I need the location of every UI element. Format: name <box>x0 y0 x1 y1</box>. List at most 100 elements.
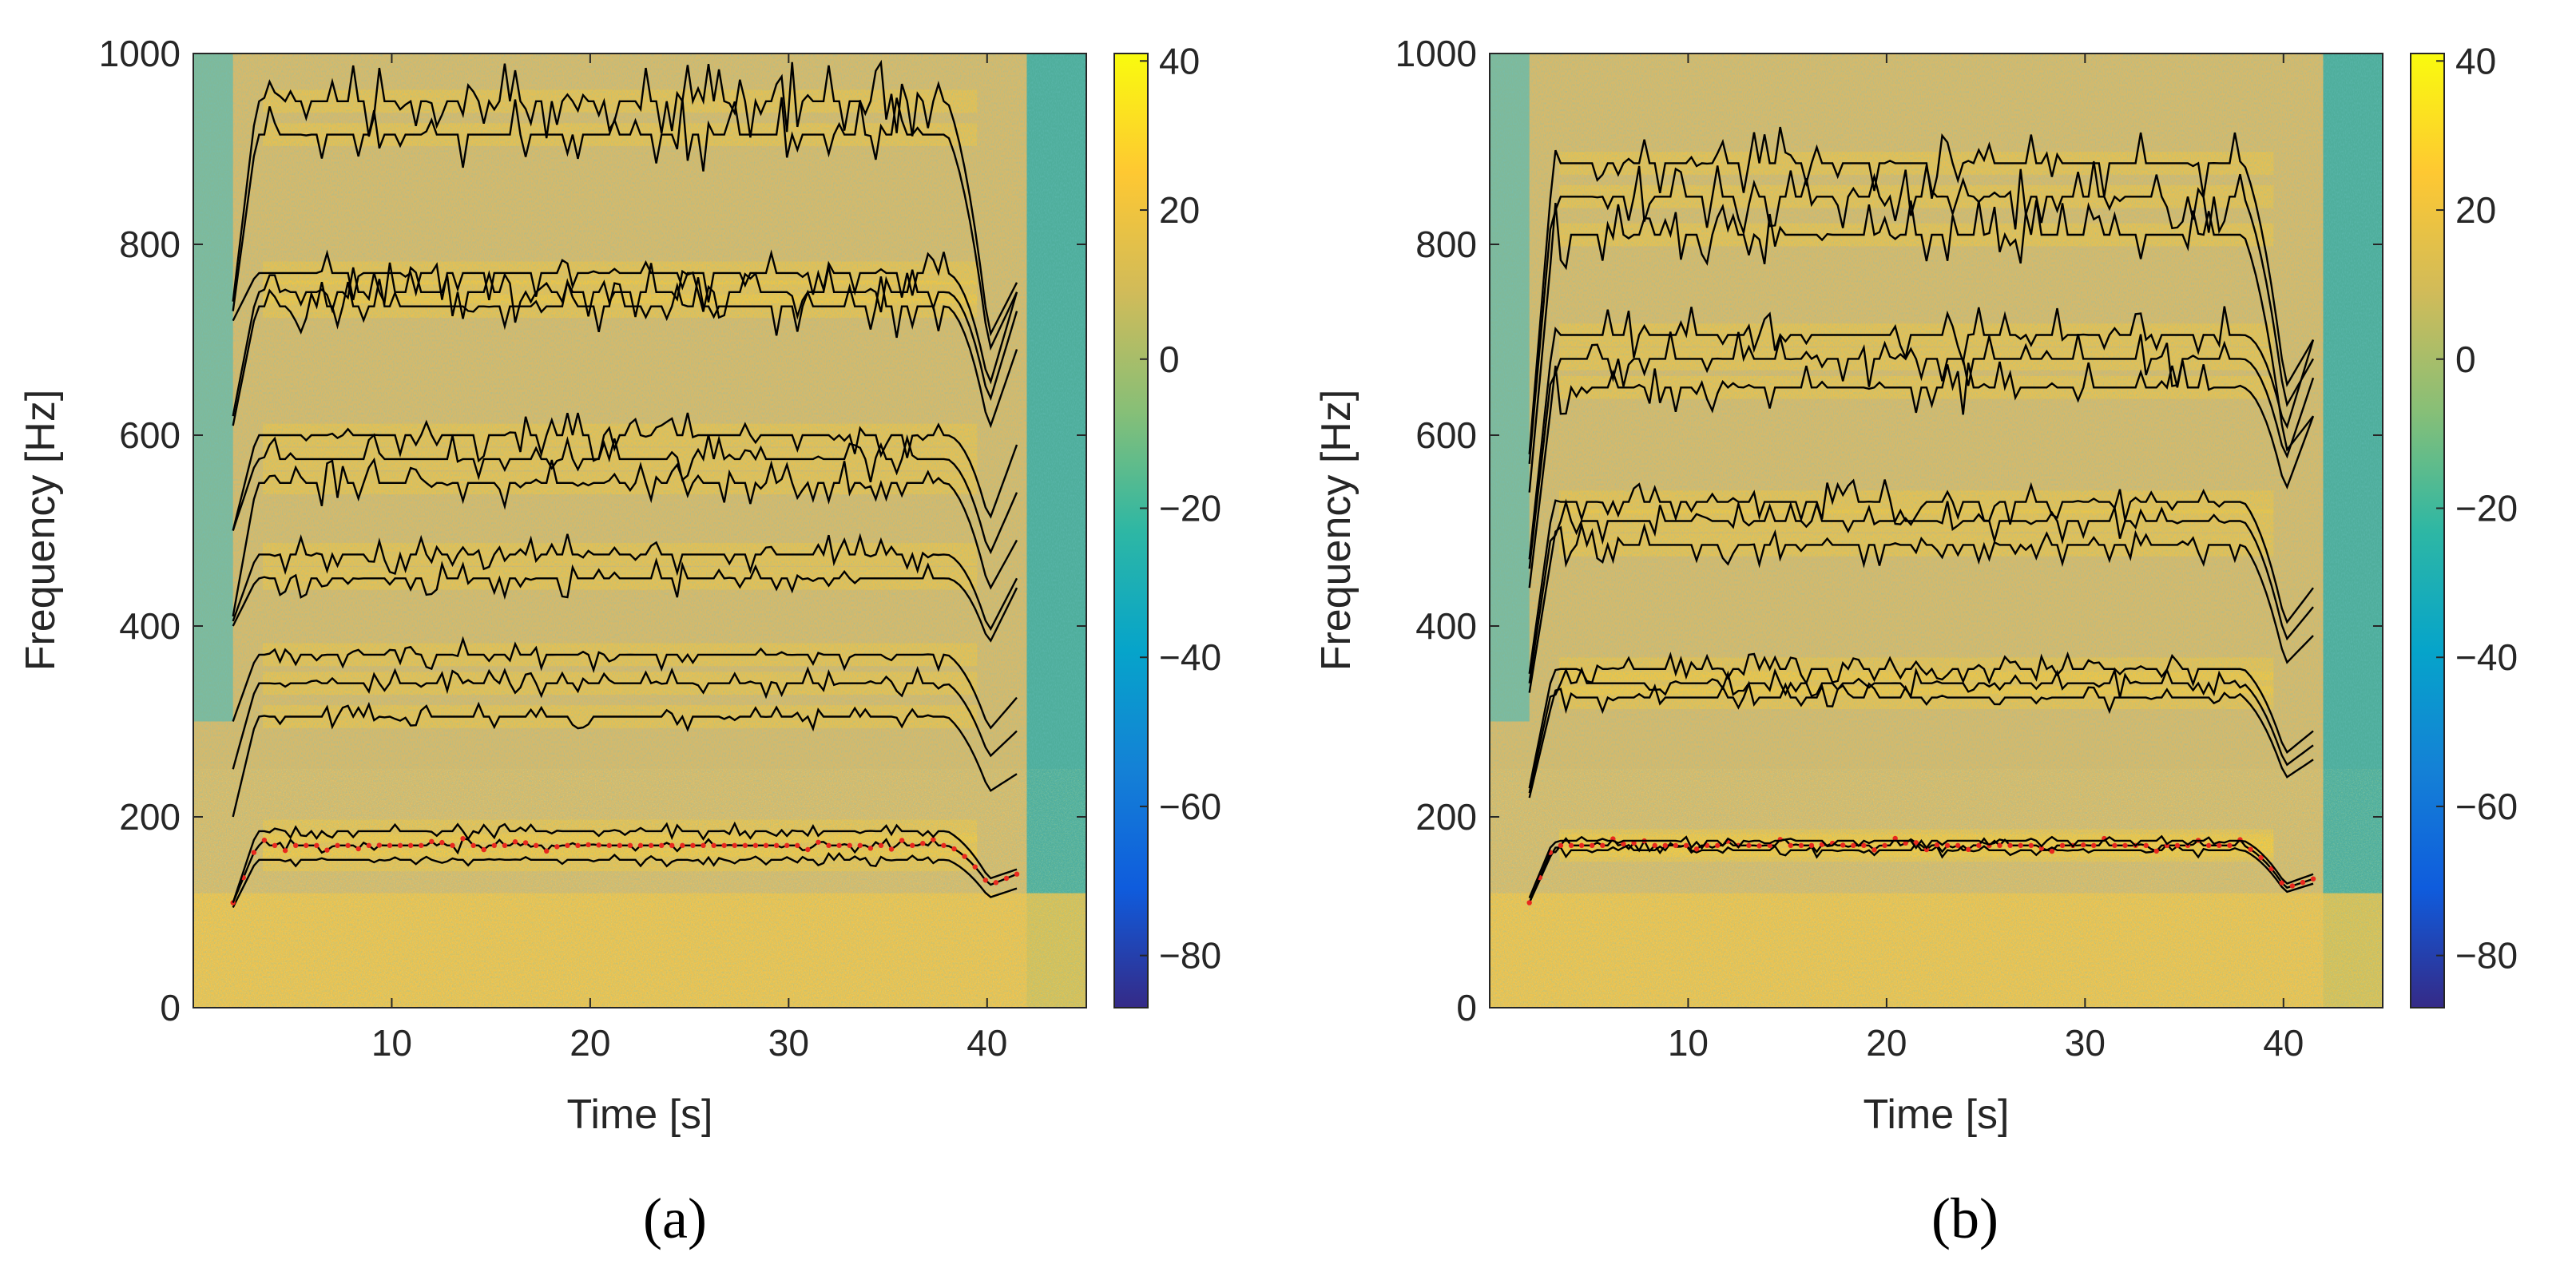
y-tick-label: 800 <box>119 224 181 265</box>
harmonic-track <box>1528 331 2315 569</box>
f0-marker <box>2205 842 2212 849</box>
f0-marker <box>931 837 936 842</box>
f0-marker <box>522 840 529 846</box>
f0-marker <box>1903 840 1908 846</box>
colorbar-b: 40 20 0 −20 −40 −60 −80 <box>2410 40 2518 1008</box>
f0-marker <box>282 847 288 854</box>
f0-marker <box>272 842 278 849</box>
f0-marker <box>993 880 999 886</box>
f0-marker <box>439 839 445 846</box>
f0-marker <box>2049 848 2055 854</box>
harmonic-track <box>1528 834 2314 899</box>
x-tick-label: 30 <box>768 1022 809 1064</box>
y-tick-label: 1000 <box>99 33 181 74</box>
harmonic-track <box>1528 680 2314 798</box>
f0-marker <box>575 842 581 849</box>
colorbar-tick-label: −60 <box>2455 786 2518 827</box>
f0-marker <box>2217 842 2222 849</box>
harmonic-track <box>232 412 1018 531</box>
f0-marker <box>773 842 780 849</box>
f0-marker <box>606 842 612 849</box>
f0-marker <box>2122 842 2128 849</box>
f0-marker <box>2112 842 2118 849</box>
harmonic-track <box>1528 842 2314 903</box>
f0-marker <box>450 842 455 849</box>
colorbar-tick-label: 20 <box>1159 189 1200 231</box>
f0-marker <box>2258 854 2264 861</box>
colorbar-gradient <box>2410 53 2445 1008</box>
y-tick-label: 200 <box>119 796 181 838</box>
f0-marker <box>491 842 498 849</box>
x-tick-label: 20 <box>1866 1022 1907 1064</box>
f0-marker <box>387 842 393 849</box>
f0-marker <box>742 842 748 849</box>
harmonic-track <box>232 59 1018 337</box>
f0-marker <box>512 839 518 845</box>
f0-marker <box>251 850 257 855</box>
f0-marker <box>732 842 737 849</box>
f0-marker <box>1955 842 1961 849</box>
f0-marker <box>658 842 665 849</box>
f0-marker <box>1683 842 1689 849</box>
y-tick-label: 1000 <box>1395 33 1477 74</box>
f0-marker <box>836 842 842 849</box>
colorbar-tick-label: −20 <box>1159 487 1221 529</box>
harmonic-track <box>232 249 1018 385</box>
f0-marker <box>2174 842 2181 849</box>
f0-marker <box>867 846 874 851</box>
f0-marker <box>816 839 821 845</box>
f0-marker <box>752 842 759 849</box>
harmonic-track <box>1528 160 2315 465</box>
f0-marker <box>1631 840 1637 846</box>
f0-marker <box>826 842 832 849</box>
colorbar-tick-label: 0 <box>1159 339 1180 380</box>
y-tick-label: 0 <box>160 987 181 1028</box>
colorbar-tick-label: 20 <box>2455 189 2496 231</box>
y-tick-label: 0 <box>1456 987 1477 1028</box>
x-axis-a: 10 20 30 40 <box>371 53 1007 1064</box>
colorbar-tick-label: −80 <box>2455 935 2518 977</box>
f0-marker <box>2028 842 2034 849</box>
colorbar-tick-label: −40 <box>2455 636 2518 678</box>
f0-marker <box>617 842 623 849</box>
f0-marker <box>554 844 560 850</box>
f0-marker <box>972 864 978 870</box>
f0-marker <box>701 842 706 849</box>
f0-marker <box>596 842 601 848</box>
f0-marker <box>1589 842 1595 849</box>
f0-marker <box>795 842 800 849</box>
colorbar-tick-label: −40 <box>1159 636 1221 678</box>
harmonic-track <box>1528 306 2315 560</box>
f0-marker <box>2289 883 2296 889</box>
f0-marker <box>565 842 570 849</box>
f0-marker <box>1662 842 1668 849</box>
f0-marker <box>847 842 852 849</box>
panel-caption: (b) <box>1931 1187 1998 1250</box>
y-tick-label: 400 <box>1415 605 1477 647</box>
tracks-b <box>1526 126 2316 905</box>
colorbar-tick-label: −60 <box>1159 786 1221 827</box>
f0-marker <box>261 838 268 843</box>
harmonic-track <box>1528 478 2314 674</box>
f0-marker <box>407 842 414 849</box>
f0-marker <box>1600 842 1606 849</box>
f0-marker <box>1871 847 1877 853</box>
x-tick-label: 30 <box>2065 1022 2106 1064</box>
harmonic-track <box>232 97 1018 351</box>
f0-marker <box>1944 842 1951 849</box>
f0-marker <box>2080 842 2086 848</box>
f0-marker <box>2018 842 2023 849</box>
f0-marker <box>1526 900 1532 905</box>
colorbar-tick-label: −80 <box>1159 935 1221 977</box>
f0-marker <box>1746 842 1752 849</box>
f0-marker <box>1704 842 1710 849</box>
f0-marker <box>1693 846 1700 852</box>
f0-marker <box>627 842 633 849</box>
f0-marker <box>1966 846 1971 853</box>
harmonic-track <box>232 852 1018 909</box>
x-tick-label: 10 <box>371 1022 412 1064</box>
f0-marker <box>951 846 957 852</box>
f0-marker <box>544 848 550 854</box>
f0-marker <box>2227 842 2233 849</box>
